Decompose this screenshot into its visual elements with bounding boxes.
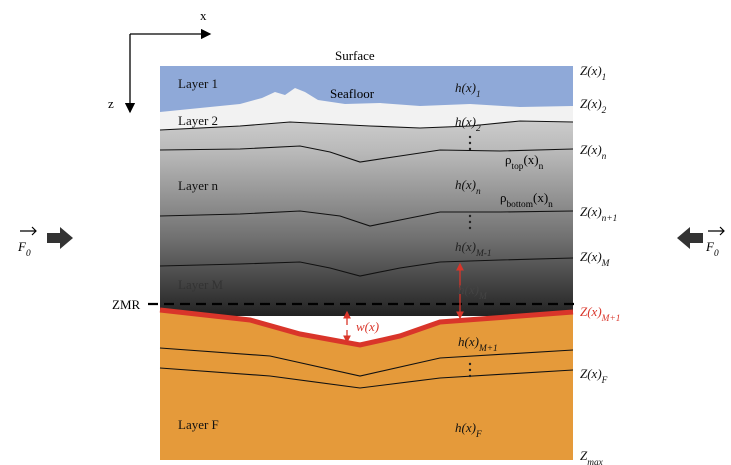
subscript: 1	[476, 90, 481, 100]
label-part: h(x)	[455, 420, 476, 435]
layer-label: Layer 1	[178, 76, 218, 91]
subscript: n	[602, 152, 607, 162]
diagram: x z Surface Seafloor Layer 1 Layer 2 Layer n La…	[0, 0, 731, 465]
force-arrow-left	[47, 227, 73, 249]
subscript: 2	[476, 124, 481, 134]
label-part: Z(x)	[580, 96, 602, 111]
layer-label: Layer n	[178, 178, 219, 193]
surface-label: Surface	[335, 48, 375, 63]
force-label: F0	[705, 239, 719, 259]
label-part: Z(x)	[580, 204, 602, 219]
force-arrow-right	[677, 227, 703, 249]
subscript: n	[476, 187, 481, 197]
boundary-label: Z(x)n	[580, 142, 607, 162]
vector-arrow	[708, 227, 724, 235]
label-part: Z(x)	[580, 249, 602, 264]
layer-label: Layer M	[178, 277, 224, 292]
boundary-label: Z(x)2	[580, 96, 607, 116]
label-part: h(x)	[458, 282, 479, 297]
subscript: 1	[602, 73, 607, 83]
label-part: (x)	[523, 152, 538, 167]
boundary-label: Z(x)M+1	[580, 304, 620, 324]
subscript: 2	[602, 106, 607, 116]
boundary-label: Z(x)n+1	[580, 204, 617, 224]
axis-label: z	[108, 96, 114, 111]
layer-label: Layer F	[178, 417, 219, 432]
subscript: n	[539, 162, 544, 172]
force-label: F0	[17, 239, 31, 259]
deflection-label: w(x)	[356, 319, 379, 334]
subscript: F	[601, 376, 608, 386]
label-part: Z(x)	[580, 304, 602, 319]
boundary-label: Z(x)F	[580, 366, 608, 386]
label-part: Z(x)	[580, 63, 602, 78]
subscript: n+1	[602, 214, 618, 224]
label-part: h(x)	[455, 80, 476, 95]
label-part: (x)	[533, 190, 548, 205]
subscript: 0	[714, 249, 719, 259]
zmr-label: ZMR	[112, 297, 141, 312]
label-part: h(x)	[455, 177, 476, 192]
subscript: n	[548, 200, 553, 210]
subscript: top	[512, 162, 524, 172]
subscript: M-1	[475, 249, 492, 259]
subscript: 0	[26, 249, 31, 259]
seafloor-label: Seafloor	[330, 86, 375, 101]
subscript: F	[475, 430, 482, 440]
boundary-label: Z(x)M	[580, 249, 611, 269]
vector-arrow	[20, 227, 36, 235]
label-part: h(x)	[458, 334, 479, 349]
subscript: M+1	[478, 344, 498, 354]
subscript: bottom	[507, 200, 534, 210]
layer-label: Layer 2	[178, 113, 218, 128]
label-part: Z(x)	[580, 142, 602, 157]
boundary-label: Z(x)1	[580, 63, 606, 83]
subscript: max	[587, 458, 603, 465]
label-part: Z(x)	[580, 366, 602, 381]
axis-label: x	[200, 8, 207, 23]
label-part: h(x)	[455, 114, 476, 129]
subscript: M+1	[601, 314, 621, 324]
subscript: M	[478, 292, 488, 302]
boundary-label: Zmax	[580, 448, 604, 465]
label-part: h(x)	[455, 239, 476, 254]
subscript: M	[601, 259, 611, 269]
